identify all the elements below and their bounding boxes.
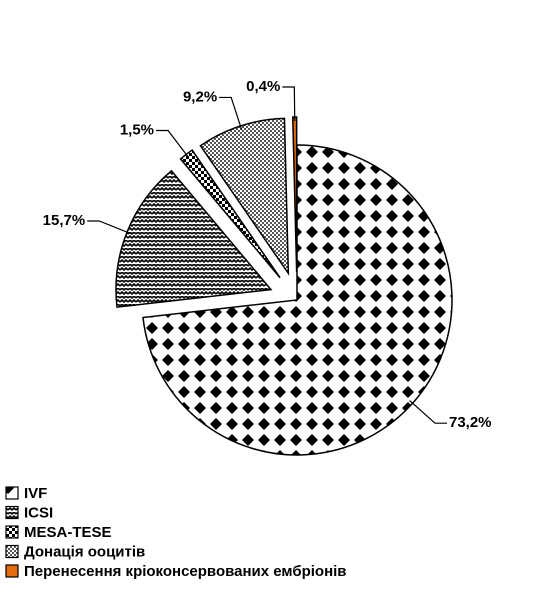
legend-label: IVF bbox=[24, 485, 47, 502]
legend-label: ICSI bbox=[24, 504, 53, 521]
data-label: 73,2% bbox=[449, 414, 492, 431]
leader-line bbox=[156, 129, 190, 158]
legend-swatch bbox=[5, 505, 19, 520]
data-label: 15,7% bbox=[43, 212, 86, 229]
legend-label: Донація ооцитів bbox=[24, 543, 145, 560]
legend-swatch bbox=[5, 525, 19, 539]
data-label: 1,5% bbox=[120, 121, 154, 138]
data-label: 9,2% bbox=[183, 88, 217, 105]
legend-label: MESA-TESE bbox=[24, 524, 112, 541]
legend-swatch bbox=[5, 564, 19, 578]
leader-line bbox=[409, 400, 447, 424]
leader-line bbox=[219, 96, 243, 130]
legend-swatch bbox=[5, 486, 19, 500]
legend-swatch bbox=[5, 544, 19, 559]
pie-slice bbox=[291, 116, 298, 273]
leader-line bbox=[282, 86, 296, 122]
data-label: 0,4% bbox=[246, 78, 280, 95]
legend-label: Перенесення кріоконсервованих ембріонів bbox=[24, 563, 347, 580]
leader-line bbox=[87, 220, 132, 235]
